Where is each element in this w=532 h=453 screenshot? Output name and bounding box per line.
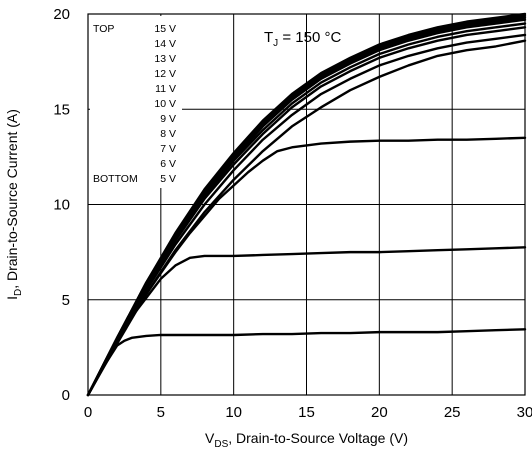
legend-entry: 15 V [154, 23, 176, 35]
legend-entry: 13 V [154, 53, 176, 65]
x-tick-label: 20 [371, 404, 388, 421]
series-line [86, 33, 527, 397]
x-tick-label: 30 [517, 404, 532, 421]
y-tick-label: 5 [62, 292, 70, 309]
series-line [86, 328, 527, 397]
legend: TOP BOTTOM 15 V 14 V 13 V 12 V 11 V 10 V 9 V 8 … [90, 16, 182, 188]
series-line [86, 246, 527, 397]
series-line [86, 136, 527, 397]
legend-entry: 12 V [154, 68, 176, 80]
legend-background [90, 16, 182, 188]
series-line [86, 26, 527, 397]
legend-entry: 7 V [160, 143, 176, 155]
y-axis-label: ID, Drain-to-Source Current (A) [4, 109, 24, 300]
plot-frame [87, 13, 526, 396]
y-tick-labels: 0 5 10 15 20 [53, 6, 70, 404]
y-tick-label: 10 [53, 197, 70, 214]
legend-entry: 10 V [154, 98, 176, 110]
y-tick-label: 15 [53, 101, 70, 118]
legend-entry: 9 V [160, 113, 176, 125]
legend-entry: 8 V [160, 128, 176, 140]
junction-temperature-annotation: TJ = 150 °C [264, 29, 341, 49]
legend-top-label: TOP [93, 23, 114, 35]
legend-entry: 11 V [155, 83, 176, 95]
legend-entry: 14 V [154, 38, 176, 50]
y-tick-label: 0 [62, 387, 70, 404]
x-tick-label: 10 [225, 404, 242, 421]
y-tick-label: 20 [53, 6, 70, 23]
legend-entry: 6 V [160, 158, 176, 170]
x-axis-label: VDS, Drain-to-Source Voltage (V) [205, 430, 408, 450]
x-tick-label: 15 [298, 404, 315, 421]
x-tick-label: 25 [444, 404, 461, 421]
legend-bottom-label: BOTTOM [93, 173, 138, 185]
legend-entries: 15 V 14 V 13 V 12 V 11 V 10 V 9 V 8 V 7 V 6 V 5 V [154, 23, 176, 185]
x-tick-label: 0 [84, 404, 92, 421]
x-tick-label: 5 [157, 404, 165, 421]
x-tick-labels: 0 5 10 15 20 25 30 [84, 404, 532, 421]
series-lines [86, 12, 527, 397]
legend-entry: 5 V [160, 173, 176, 185]
